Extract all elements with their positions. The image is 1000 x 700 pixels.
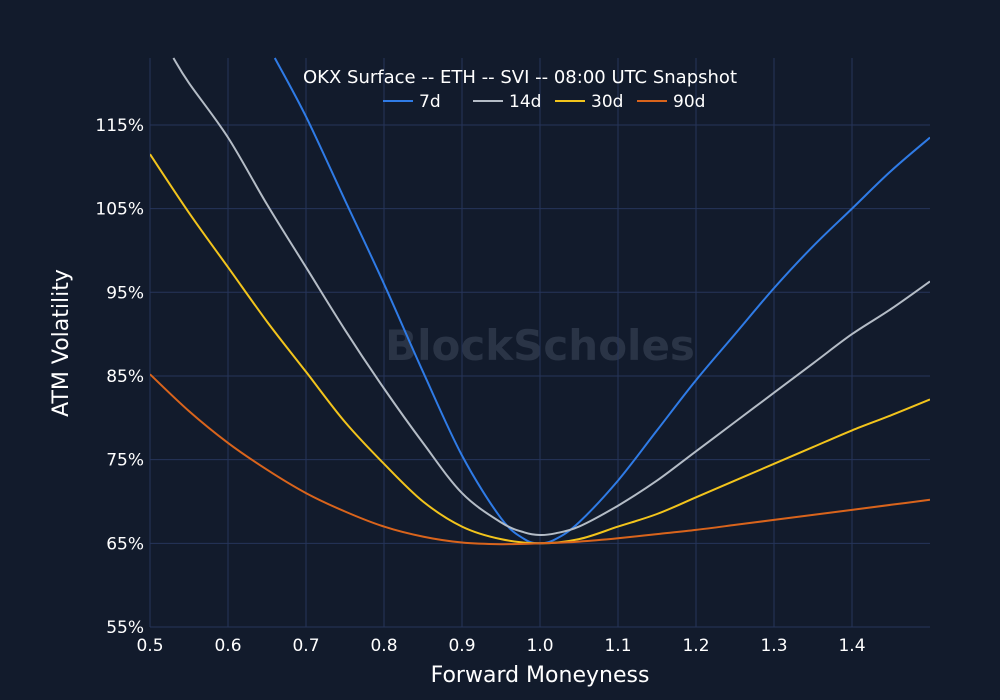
y-tick-label: 95%	[106, 283, 144, 303]
x-tick-label: 0.5	[136, 636, 163, 656]
legend-item-7d[interactable]: 7d	[383, 92, 441, 112]
y-tick-label: 55%	[106, 618, 144, 638]
x-axis-label: Forward Moneyness	[431, 663, 650, 688]
legend-label: 14d	[509, 92, 541, 112]
legend-label: 90d	[673, 92, 705, 112]
y-axis-label: ATM Volatility	[49, 269, 74, 417]
y-tick-label: 105%	[95, 200, 144, 220]
series-lines	[150, 57, 930, 546]
x-tick-label: 1.2	[682, 636, 709, 656]
series-line-90d	[150, 373, 930, 546]
series-line-14d	[172, 57, 930, 537]
grid	[149, 58, 930, 628]
x-tick-label: 0.7	[292, 636, 319, 656]
x-tick-label: 0.8	[370, 636, 397, 656]
legend-item-30d[interactable]: 30d	[555, 92, 623, 112]
legend-label: 30d	[591, 92, 623, 112]
x-tick-label: 1.3	[760, 636, 787, 656]
x-tick-label: 1.0	[526, 636, 553, 656]
y-tick-label: 75%	[106, 451, 144, 471]
x-tick-label: 0.6	[214, 636, 241, 656]
x-tick-label: 1.4	[838, 636, 865, 656]
x-tick-label: 1.1	[604, 636, 631, 656]
legend-item-14d[interactable]: 14d	[473, 92, 541, 112]
y-tick-label: 65%	[106, 534, 144, 554]
series-line-7d	[273, 57, 930, 545]
chart-title: OKX Surface -- ETH -- SVI -- 08:00 UTC S…	[303, 67, 737, 88]
y-tick-label: 85%	[106, 367, 144, 387]
axis-ticks: 0.5 0.6 0.7 0.8 0.9 1.0 1.1 1.2 1.3 1.4 55% 65% 75% 8…	[95, 116, 865, 656]
legend: 7d 14d 30d 90d	[383, 92, 705, 112]
y-tick-label: 115%	[95, 116, 144, 136]
x-tick-label: 0.9	[448, 636, 475, 656]
legend-label: 7d	[419, 92, 441, 112]
legend-item-90d[interactable]: 90d	[637, 92, 705, 112]
